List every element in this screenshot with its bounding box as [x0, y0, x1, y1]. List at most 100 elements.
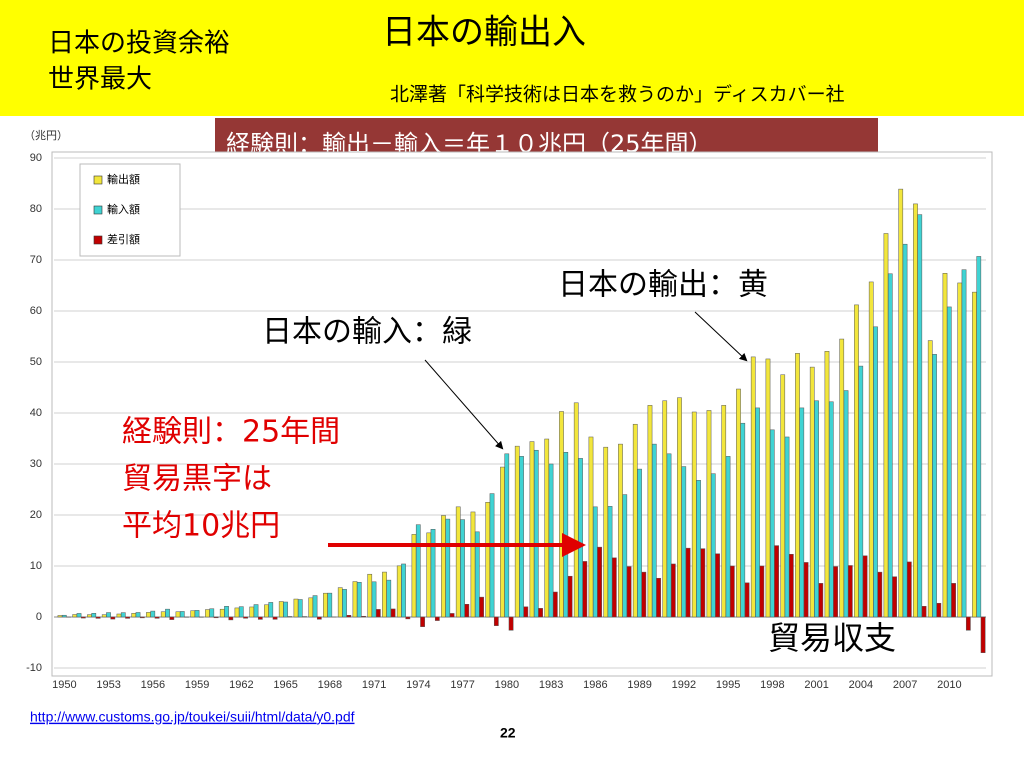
- bar: [755, 407, 760, 618]
- bar: [951, 583, 956, 618]
- bar: [101, 614, 107, 618]
- x-tick-label: 2004: [849, 679, 873, 691]
- bar: [323, 592, 328, 618]
- annotation: 日本の輸入：緑: [262, 315, 472, 350]
- bar: [641, 571, 647, 618]
- bar: [154, 616, 160, 619]
- bar: [927, 340, 933, 618]
- bar: [883, 233, 889, 618]
- bar: [839, 338, 845, 618]
- bar: [740, 422, 746, 618]
- bar: [249, 606, 255, 618]
- bar: [375, 609, 381, 618]
- bar: [405, 616, 411, 620]
- bar: [485, 502, 491, 618]
- bar: [656, 577, 661, 618]
- bar: [474, 531, 480, 618]
- bar: [946, 306, 952, 618]
- bar: [396, 565, 402, 618]
- y-tick-label: 80: [30, 203, 42, 215]
- bar: [367, 573, 373, 618]
- x-tick-label: 1950: [52, 679, 76, 691]
- source-link[interactable]: http://www.customs.go.jp/toukei/suii/htm…: [30, 709, 355, 725]
- bar: [106, 612, 111, 618]
- bar: [529, 441, 535, 618]
- bar: [618, 443, 623, 618]
- bar: [504, 453, 510, 618]
- bar: [917, 214, 923, 618]
- bar: [862, 555, 868, 618]
- bar: [523, 606, 529, 618]
- annotation: 日本の輸出：黄: [558, 268, 768, 303]
- bar: [272, 616, 278, 620]
- y-tick-label: 40: [30, 407, 42, 419]
- bar: [769, 429, 775, 618]
- header-text: 日本の投資余裕: [48, 29, 230, 59]
- bar: [464, 604, 470, 618]
- x-tick-label: 1965: [273, 679, 297, 691]
- bar: [337, 587, 343, 618]
- bar: [603, 446, 609, 618]
- y-tick-label: 90: [30, 152, 42, 164]
- bar: [500, 466, 505, 618]
- x-tick-label: 1959: [185, 679, 209, 691]
- bar: [194, 610, 200, 618]
- bar: [868, 281, 874, 618]
- x-tick-label: 1968: [318, 679, 342, 691]
- legend-label: 輸出額: [107, 172, 140, 186]
- bar: [264, 604, 269, 618]
- bar: [980, 616, 986, 653]
- arrow: [424, 359, 504, 450]
- bar: [224, 606, 229, 618]
- bar: [352, 581, 358, 618]
- legend-swatch: [93, 205, 103, 215]
- bar: [190, 610, 196, 618]
- bar: [858, 365, 864, 618]
- y-tick-label: 50: [30, 356, 42, 368]
- bar: [965, 616, 971, 631]
- bar: [750, 356, 756, 618]
- bar: [297, 599, 303, 618]
- bar: [179, 611, 185, 618]
- bar: [843, 390, 849, 618]
- bar: [390, 608, 396, 618]
- annotation: 経験則：25年間: [122, 415, 340, 450]
- bar: [578, 458, 583, 618]
- bar: [597, 546, 602, 618]
- bar: [559, 411, 564, 618]
- bar: [125, 616, 130, 619]
- bar: [573, 402, 579, 618]
- bar: [854, 304, 859, 618]
- x-tick-label: 1956: [141, 679, 165, 691]
- bar: [213, 616, 219, 619]
- bar: [898, 188, 904, 618]
- bar: [116, 613, 122, 618]
- bar: [799, 407, 805, 618]
- bar: [936, 602, 942, 618]
- y-tick-label: 30: [30, 458, 42, 470]
- bar: [508, 616, 514, 631]
- bar: [759, 565, 765, 618]
- x-tick-label: 2001: [804, 679, 828, 691]
- bar: [942, 273, 948, 618]
- bar: [382, 571, 387, 618]
- bar: [622, 494, 628, 618]
- slide-title: 日本の輸出入: [382, 13, 586, 53]
- bar: [548, 463, 554, 618]
- legend-swatch: [93, 235, 103, 245]
- y-tick-label: 10: [30, 560, 42, 572]
- bar: [906, 561, 912, 618]
- bar: [662, 400, 668, 618]
- bar: [921, 606, 927, 618]
- bar: [706, 410, 712, 618]
- bar: [803, 562, 809, 618]
- bar: [784, 436, 790, 618]
- bar: [455, 506, 461, 618]
- bar: [814, 400, 819, 618]
- bar: [361, 615, 366, 618]
- source: 北澤著「科学技術は日本を救うのか」ディスカバー社: [390, 84, 845, 106]
- bar: [892, 576, 897, 618]
- y-tick-label: 0: [36, 611, 42, 623]
- bar: [293, 598, 299, 618]
